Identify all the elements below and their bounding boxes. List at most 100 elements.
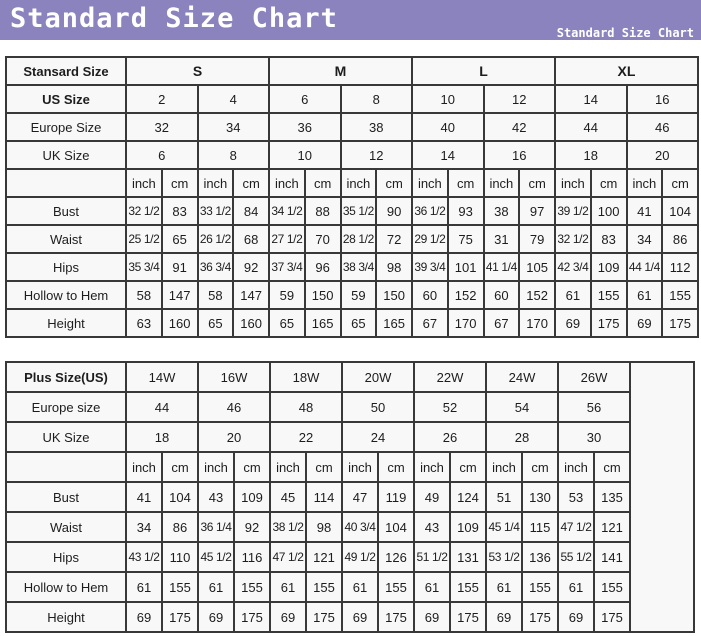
value-cell: 47 1/2 (269, 541, 307, 573)
value-cell: 28 (485, 421, 559, 453)
value-cell: 18 (554, 140, 628, 170)
table-row: UK Size 6 8 10 12 14 16 18 20 (5, 140, 699, 170)
value-cell: 67 (482, 308, 521, 338)
table-row: Hollow to Hem 61 155 61 155 61 155 61 155 61 155 61… (5, 571, 694, 603)
value-cell: 131 (449, 541, 487, 573)
table-row: Europe Size 32 34 36 38 40 42 44 46 (5, 112, 699, 142)
value-cell: 100 (589, 196, 628, 226)
value-cell: 97 (518, 196, 556, 226)
value-cell: cm (377, 451, 415, 483)
value-cell: 170 (518, 308, 556, 338)
value-cell: 121 (593, 511, 631, 543)
value-cell: 27 1/2 (268, 224, 306, 254)
value-cell: 36 1/2 (411, 196, 449, 226)
value-cell: 20W (341, 361, 415, 393)
value-cell: 36 (268, 112, 342, 142)
value-cell: 49 (413, 481, 451, 513)
value-cell: 121 (305, 541, 343, 573)
value-cell: 61 (557, 571, 595, 603)
table-row: Bust 32 1/2 83 33 1/2 84 34 1/2 88 35 1/2 90 36 1… (5, 196, 699, 226)
value-cell: 112 (661, 252, 699, 282)
value-cell: inch (625, 168, 664, 198)
value-cell: cm (233, 451, 271, 483)
value-cell: 2 (125, 84, 199, 114)
value-cell: 14 (411, 140, 485, 170)
value-cell: inch (125, 168, 163, 198)
value-cell: cm (161, 451, 199, 483)
value-cell: cm (449, 451, 487, 483)
value-cell: 165 (303, 308, 342, 338)
value-cell: 6 (125, 140, 199, 170)
row-label: US Size (5, 84, 127, 114)
value-cell: 70 (303, 224, 342, 254)
value-cell: 104 (161, 481, 199, 513)
row-label: Europe Size (5, 112, 127, 142)
value-cell: 31 (482, 224, 521, 254)
table-row: US Size 2 4 6 8 10 12 14 16 (5, 84, 699, 114)
table-row: Europe size 44 46 48 50 52 54 56 (5, 391, 694, 423)
row-label: Waist (5, 224, 127, 254)
value-cell: 69 (269, 601, 307, 633)
value-cell: 36 1/4 (197, 511, 235, 543)
value-cell: 26 1/2 (196, 224, 235, 254)
value-cell: 8 (339, 84, 413, 114)
value-cell: 69 (197, 601, 235, 633)
value-cell: 60 (482, 280, 521, 310)
value-cell: inch (341, 451, 379, 483)
value-cell: 28 1/2 (339, 224, 378, 254)
value-cell: 61 (125, 571, 163, 603)
row-label: UK Size (5, 140, 127, 170)
value-cell: 61 (197, 571, 235, 603)
value-cell: 61 (485, 571, 523, 603)
value-cell: 16 (625, 84, 699, 114)
value-cell: 44 (125, 391, 199, 423)
value-cell: 34 (125, 511, 163, 543)
empty-column-cell (629, 361, 695, 633)
value-cell: 175 (161, 601, 199, 633)
row-label: Hips (5, 252, 127, 282)
value-cell: 79 (518, 224, 556, 254)
value-cell: 52 (413, 391, 487, 423)
value-cell: 35 3/4 (125, 252, 163, 282)
value-cell: 83 (160, 196, 199, 226)
value-cell: 8 (196, 140, 270, 170)
value-cell: 34 (196, 112, 270, 142)
value-cell: 69 (557, 601, 595, 633)
value-cell: 10 (411, 84, 485, 114)
value-cell: 175 (661, 308, 699, 338)
value-cell: 90 (375, 196, 413, 226)
value-cell: 135 (593, 481, 631, 513)
value-cell: cm (305, 451, 343, 483)
value-cell: 68 (232, 224, 270, 254)
value-cell: 63 (125, 308, 163, 338)
value-cell: L (411, 56, 556, 86)
value-cell: 155 (233, 571, 271, 603)
value-cell: 32 (125, 112, 199, 142)
row-label: Hollow to Hem (5, 280, 127, 310)
value-cell: 175 (521, 601, 559, 633)
value-cell: 22W (413, 361, 487, 393)
value-cell: 40 (411, 112, 485, 142)
value-cell: 84 (232, 196, 270, 226)
value-cell: 22 (269, 421, 343, 453)
table-row: Waist 34 86 36 1/4 92 38 1/2 98 40 3/4 104 43 109 4… (5, 511, 694, 543)
value-cell: cm (232, 168, 270, 198)
value-cell: inch (125, 451, 163, 483)
value-cell: 96 (303, 252, 342, 282)
value-cell: 130 (521, 481, 559, 513)
table-row: Height 63 160 65 160 65 165 65 165 67 170 67 170 69 17… (5, 308, 699, 338)
value-cell: 50 (341, 391, 415, 423)
page-subtitle: Standard Size Chart (556, 26, 694, 40)
value-cell: 41 (625, 196, 664, 226)
value-cell: 150 (375, 280, 413, 310)
value-cell: 47 (341, 481, 379, 513)
value-cell: 33 1/2 (196, 196, 235, 226)
table-row: Hollow to Hem 58 147 58 147 59 150 59 150 60 152 60… (5, 280, 699, 310)
value-cell: 14 (554, 84, 628, 114)
value-cell: 69 (125, 601, 163, 633)
value-cell: 65 (160, 224, 199, 254)
value-cell: 104 (661, 196, 699, 226)
table-row: Stansard Size S M L XL (5, 56, 699, 86)
value-cell: 38 1/2 (269, 511, 307, 543)
value-cell: 119 (377, 481, 415, 513)
